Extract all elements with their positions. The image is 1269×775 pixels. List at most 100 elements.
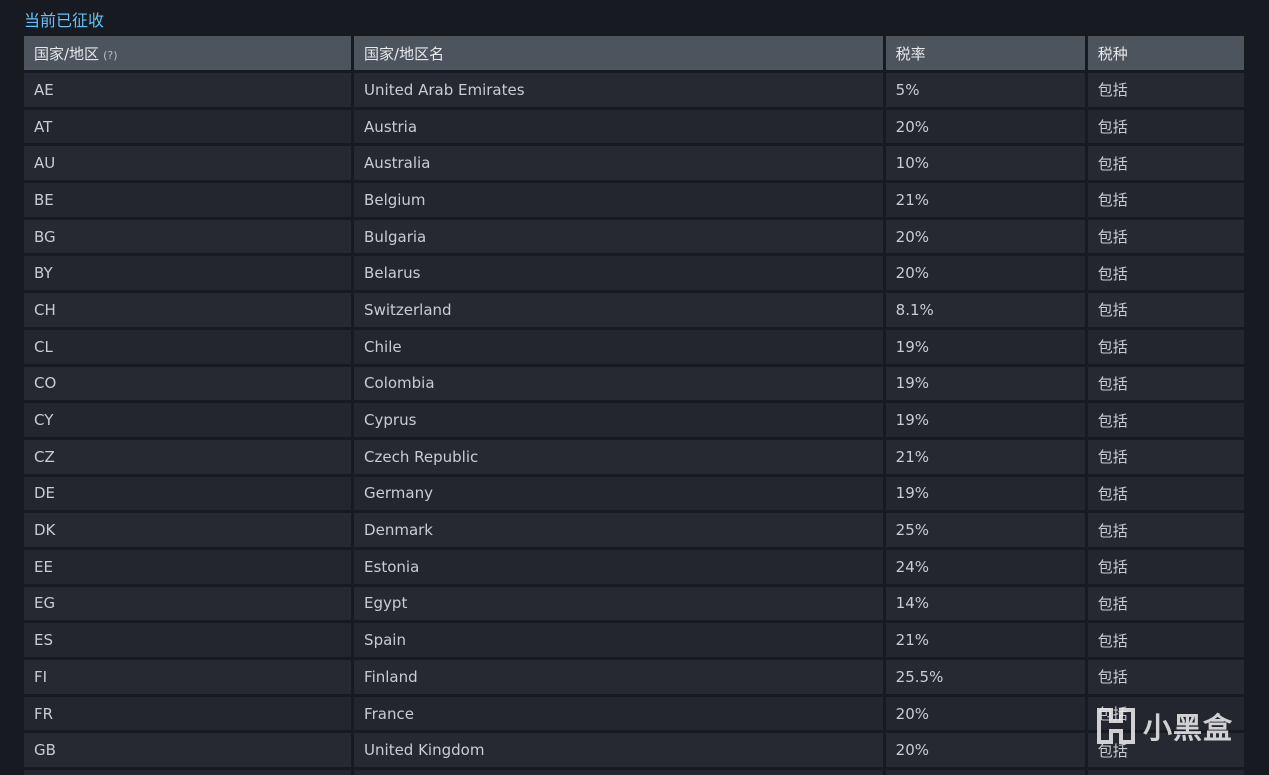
section-title: 当前已征收 [24, 11, 105, 30]
cell-name: Germany [354, 476, 883, 511]
table-row: FR France 20% 包括 [24, 696, 1244, 731]
cell-code: BY [24, 256, 352, 291]
header-type: 税种 [1087, 36, 1244, 70]
cell-code: AE [24, 73, 352, 107]
cell-name: Spain [354, 623, 883, 657]
cell-name: United Kingdom [354, 733, 883, 768]
cell-name: Bulgaria [354, 219, 883, 254]
cell-type: 包括 [1087, 256, 1244, 291]
cell-type: 包括 [1087, 293, 1244, 327]
cell-code: GB [24, 733, 352, 768]
table-row: CY Cyprus 19% 包括 [24, 403, 1244, 437]
cell-type: 包括 [1087, 586, 1244, 621]
cell-code: CH [24, 293, 352, 327]
cell-type: 包括 [1087, 73, 1244, 107]
cell-code: CL [24, 329, 352, 364]
cell-code: CY [24, 403, 352, 437]
table-body: AE United Arab Emirates 5% 包括 AT Austria 20% 包括… [24, 73, 1244, 775]
heybox-logo-icon [1096, 708, 1135, 744]
table-row: BY Belarus 20% 包括 [24, 256, 1244, 291]
cell-type: 包括 [1087, 733, 1244, 768]
cell-name: France [354, 696, 883, 731]
cell-code: DE [24, 476, 352, 511]
cell-type: 包括 [1087, 513, 1244, 547]
watermark-text: 小黑盒 [1142, 711, 1233, 745]
cell-code: AU [24, 146, 352, 181]
cell-name: United Arab Emirates [354, 73, 883, 107]
cell-rate: 19% [885, 476, 1085, 511]
cell-name: Belgium [354, 183, 883, 217]
cell-code: ES [24, 623, 352, 657]
table-row: CL Chile 19% 包括 [24, 329, 1244, 364]
header-name: 国家/地区名 [354, 36, 883, 70]
table-row: GB United Kingdom 20% 包括 [24, 733, 1244, 768]
cell-rate: 8.1% [885, 293, 1085, 327]
cell-code: CZ [24, 439, 352, 474]
cell-type: 包括 [1087, 109, 1244, 144]
cell-code [24, 770, 352, 775]
cell-rate: 25% [885, 513, 1085, 547]
tax-table: 国家/地区 (?) 国家/地区名 税率 税种 AE United Arab Emir… [21, 33, 1247, 775]
cell-code: EE [24, 549, 352, 584]
table-row: CO Colombia 19% 包括 [24, 366, 1244, 401]
header-rate: 税率 [885, 36, 1085, 70]
cell-type: 包括 [1087, 549, 1244, 584]
cell-type: 包括 [1087, 329, 1244, 364]
cell-rate [885, 770, 1085, 775]
cell-rate: 21% [885, 623, 1085, 657]
table-row: CZ Czech Republic 21% 包括 [24, 439, 1244, 474]
cell-name: Estonia [354, 549, 883, 584]
table-row: AT Austria 20% 包括 [24, 109, 1244, 144]
help-hint[interactable]: (?) [103, 48, 118, 62]
table-row: EE Estonia 24% 包括 [24, 549, 1244, 584]
table-row: ES Spain 21% 包括 [24, 623, 1244, 657]
cell-rate: 20% [885, 109, 1085, 144]
cell-name: Finland [354, 660, 883, 694]
table-row: BE Belgium 21% 包括 [24, 183, 1244, 217]
cell-type: 包括 [1087, 219, 1244, 254]
table-row: FI Finland 25.5% 包括 [24, 660, 1244, 694]
cell-name: Cyprus [354, 403, 883, 437]
table-row: AE United Arab Emirates 5% 包括 [24, 73, 1244, 107]
cell-code: DK [24, 513, 352, 547]
cell-code: AT [24, 109, 352, 144]
cell-code: FR [24, 696, 352, 731]
cell-code: BE [24, 183, 352, 217]
cell-code: BG [24, 219, 352, 254]
cell-rate: 24% [885, 549, 1085, 584]
cell-type: 包括 [1087, 366, 1244, 401]
cell-name: Czech Republic [354, 439, 883, 474]
cell-name: Austria [354, 109, 883, 144]
cell-rate: 21% [885, 439, 1085, 474]
table-row: AU Australia 10% 包括 [24, 146, 1244, 181]
cell-rate: 10% [885, 146, 1085, 181]
cell-rate: 14% [885, 586, 1085, 621]
table-row: CH Switzerland 8.1% 包括 [24, 293, 1244, 327]
table-row: DK Denmark 25% 包括 [24, 513, 1244, 547]
watermark: 小黑盒 [1095, 705, 1233, 747]
cell-name: Chile [354, 329, 883, 364]
cell-code: CO [24, 366, 352, 401]
cell-code: EG [24, 586, 352, 621]
cell-name: Colombia [354, 366, 883, 401]
header-code: 国家/地区 (?) [24, 36, 352, 70]
cell-type: 包括 [1087, 660, 1244, 694]
cell-rate: 19% [885, 366, 1085, 401]
table-row: BG Bulgaria 20% 包括 [24, 219, 1244, 254]
cell-name: Egypt [354, 586, 883, 621]
cell-rate: 21% [885, 183, 1085, 217]
table-row [24, 770, 1244, 775]
cell-rate: 19% [885, 403, 1085, 437]
cell-rate: 20% [885, 733, 1085, 768]
cell-type: 包括 [1087, 146, 1244, 181]
cell-rate: 20% [885, 219, 1085, 254]
cell-name: Belarus [354, 256, 883, 291]
cell-type [1087, 770, 1244, 775]
cell-type: 包括 [1087, 183, 1244, 217]
table-header-row: 国家/地区 (?) 国家/地区名 税率 税种 [24, 36, 1244, 70]
cell-name [354, 770, 883, 775]
cell-rate: 25.5% [885, 660, 1085, 694]
cell-name: Denmark [354, 513, 883, 547]
table-row: DE Germany 19% 包括 [24, 476, 1244, 511]
header-code-label: 国家/地区 [34, 44, 100, 63]
